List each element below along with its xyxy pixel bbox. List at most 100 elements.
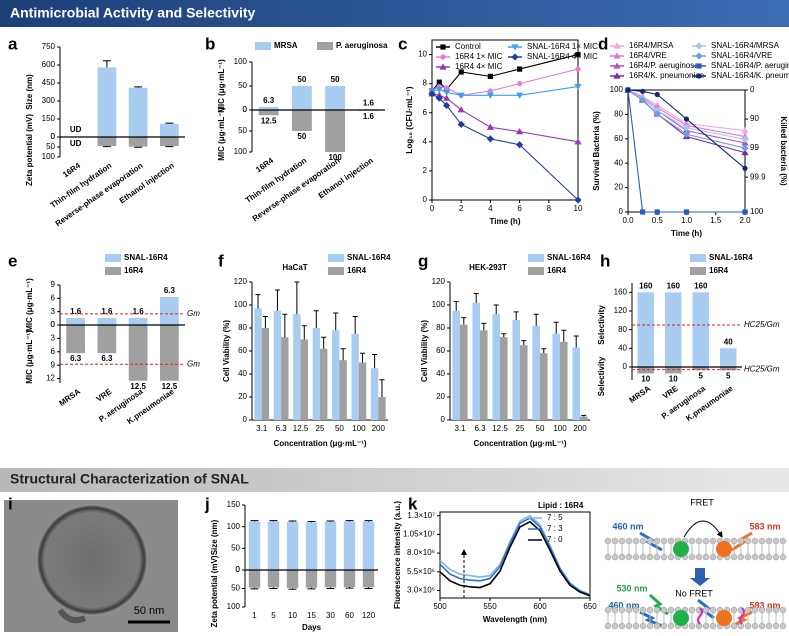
legend-title: Lipid : 16R4: [538, 501, 584, 510]
bar: [160, 297, 179, 325]
lipid-head: [744, 606, 752, 614]
bar: [362, 521, 375, 570]
fret-schematic: FRET 460 nm 583 nm No FRET 530 nm 460 nm…: [604, 497, 787, 630]
lipid-head: [751, 622, 759, 630]
legend-label: 16R4/VRE: [629, 51, 667, 60]
y-tick-label: 80: [618, 325, 627, 334]
x-tick-label: VRE: [661, 384, 680, 401]
value-label: UD: [70, 139, 82, 148]
bar: [267, 521, 280, 570]
axis-label: Killed bacteria (%): [779, 116, 788, 186]
peptide: [739, 607, 745, 625]
chart-title: HEK-293T: [469, 263, 507, 272]
lipid-head: [639, 553, 647, 561]
data-point: [574, 196, 582, 204]
data-point: [486, 123, 494, 130]
section-header: [0, 0, 789, 27]
x-tick-label: 200: [573, 424, 587, 433]
x-tick-label: 6.3: [474, 424, 486, 433]
x-tick-label: MRSA: [58, 387, 83, 408]
x-tick-label: 12.5: [293, 424, 309, 433]
data-point: [436, 79, 442, 85]
y-tick-label: 0: [243, 105, 248, 114]
legend-label: 16R4: [347, 266, 367, 275]
error-bar: [134, 146, 143, 148]
data-point: [457, 106, 465, 113]
legend-label: 16R4: [124, 266, 144, 275]
data-point: [444, 85, 450, 91]
lipid-head: [758, 606, 766, 614]
data-point: [443, 89, 451, 96]
error-bar: [533, 313, 539, 326]
reference-label: Gm: [187, 309, 200, 318]
data-point: [574, 83, 582, 91]
bar: [358, 362, 367, 420]
y-tick-label: 9: [51, 280, 56, 289]
data-point: [457, 92, 465, 99]
bar: [512, 319, 520, 420]
lipid-head: [625, 606, 633, 614]
legend-marker: [511, 53, 519, 61]
y-tick-label: 3.0×10⁶: [407, 586, 435, 595]
x-tick-label: 12.5: [492, 424, 508, 433]
x-tick-label: MRSA: [628, 384, 653, 405]
y-tick-label: 100: [227, 522, 241, 531]
error-bar: [521, 340, 527, 346]
value-label: 50: [297, 132, 306, 141]
x-tick-label: 100: [553, 424, 567, 433]
x-tick-label: 3.1: [256, 424, 268, 433]
reference-label: Gm: [187, 359, 200, 368]
x-tick-label: 30: [326, 611, 335, 620]
error-bar: [501, 333, 507, 338]
y-tick-label: 150: [227, 500, 241, 509]
error-bar: [165, 146, 174, 148]
bar: [97, 137, 117, 146]
bar: [248, 521, 261, 570]
y-tick-label: 4: [423, 137, 428, 146]
vesicle-tail: [57, 608, 87, 624]
panel-letter: f: [218, 251, 224, 270]
y-tick-label: 600: [42, 60, 56, 69]
bar: [665, 367, 682, 374]
data-point: [443, 94, 451, 101]
bar: [261, 328, 270, 420]
value-label: 1.6: [363, 98, 375, 107]
axis-label: Log₁₀ (CFU·mL⁻¹): [405, 86, 414, 153]
data-point: [654, 91, 660, 98]
y-tick-label: 0: [441, 415, 446, 424]
legend-label: SNAL-16R4 4× MIC: [527, 52, 598, 61]
y-tick-label: 40: [618, 343, 627, 352]
y-tick-label: 150: [42, 114, 56, 123]
value-label: 10: [669, 375, 678, 384]
data-point: [640, 88, 646, 94]
y-tick-label: 100: [750, 207, 764, 216]
y-tick-label: 6: [51, 347, 56, 356]
lipid-head: [772, 553, 780, 561]
error-bar: [165, 122, 174, 124]
bar: [254, 308, 262, 420]
error-bar: [581, 414, 587, 417]
value-label: 5: [726, 371, 731, 380]
legend-marker: [613, 52, 621, 59]
value-label: 50: [297, 75, 306, 84]
error-bar: [553, 321, 559, 334]
lipid-head: [779, 606, 787, 614]
bar: [160, 137, 179, 146]
y-tick-label: 1.3×10⁷: [407, 511, 435, 520]
bar: [472, 302, 480, 420]
bar: [343, 570, 356, 588]
y-tick-label: 50: [231, 584, 240, 593]
data-point: [683, 209, 690, 215]
x-tick-label: 50: [335, 424, 344, 433]
y-tick-label: 50: [231, 543, 240, 552]
data-point: [741, 144, 749, 152]
error-bar: [288, 520, 297, 522]
x-tick-label: VRE: [95, 387, 114, 404]
error-bar: [102, 146, 111, 148]
data-point: [741, 127, 749, 134]
bar: [273, 310, 282, 420]
x-tick-label: 1.0: [681, 216, 693, 225]
x-tick-label: 15: [307, 611, 316, 620]
value-label: 5: [699, 371, 704, 380]
data-point: [457, 120, 465, 128]
